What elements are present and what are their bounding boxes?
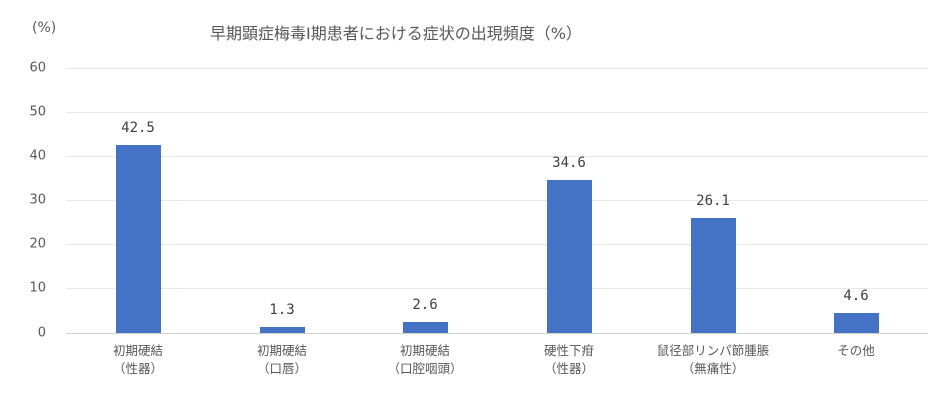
data-label: 42.5: [121, 120, 155, 136]
y-tick-label: 60: [29, 60, 46, 76]
y-tick-label: 0: [37, 325, 46, 341]
data-label: 2.6: [412, 297, 438, 313]
x-category-label-line1: 鼠径部リンパ節腫脹: [656, 343, 770, 358]
x-category-label: その他: [786, 342, 926, 360]
bar: [691, 218, 736, 333]
x-category-label-line2: （無痛性）: [681, 361, 745, 376]
x-category-label-line1: 初期硬結: [112, 343, 163, 358]
gridline-20: [66, 244, 928, 245]
x-category-label-line1: 初期硬結: [399, 343, 450, 358]
y-tick-label: 10: [29, 280, 46, 296]
bar: [260, 327, 305, 333]
x-category-label: 初期硬結 （口唇）: [212, 342, 352, 378]
y-axis-unit-label: (%): [32, 20, 57, 36]
y-tick-label: 40: [29, 148, 46, 164]
y-tick-label: 50: [29, 104, 46, 120]
gridline-10: [66, 288, 928, 289]
gridline-30: [66, 200, 928, 201]
x-category-label-line2: （性器）: [543, 361, 594, 376]
x-category-label: 初期硬結 （口腔咽頭）: [355, 342, 495, 378]
x-category-label-line2: （性器）: [112, 361, 163, 376]
x-category-label: 鼠径部リンパ節腫脹 （無痛性）: [643, 342, 783, 378]
data-label: 4.6: [843, 288, 869, 304]
x-axis-line: [66, 333, 928, 334]
x-category-label-line2: （口腔咽頭）: [387, 361, 463, 376]
chart-title: 早期顕症梅毒Ⅰ期患者における症状の出現頻度（%）: [210, 24, 582, 43]
bar: [547, 180, 592, 333]
x-category-label: 初期硬結 （性器）: [68, 342, 208, 378]
bar: [116, 145, 161, 333]
gridline-40: [66, 156, 928, 157]
bar: [834, 313, 879, 333]
x-category-label-line1: 初期硬結: [256, 343, 307, 358]
gridline-50: [66, 112, 928, 113]
y-tick-label: 20: [29, 236, 46, 252]
data-label: 1.3: [269, 302, 295, 318]
y-tick-label: 30: [29, 192, 46, 208]
x-category-label-line2: （口唇）: [256, 361, 307, 376]
data-label: 26.1: [696, 193, 730, 209]
bar: [403, 322, 448, 333]
gridline-60: [66, 68, 928, 69]
x-category-label-line1: 硬性下疳: [543, 343, 594, 358]
x-category-label-line1: その他: [837, 343, 875, 358]
x-category-label: 硬性下疳 （性器）: [499, 342, 639, 378]
data-label: 34.6: [552, 155, 586, 171]
